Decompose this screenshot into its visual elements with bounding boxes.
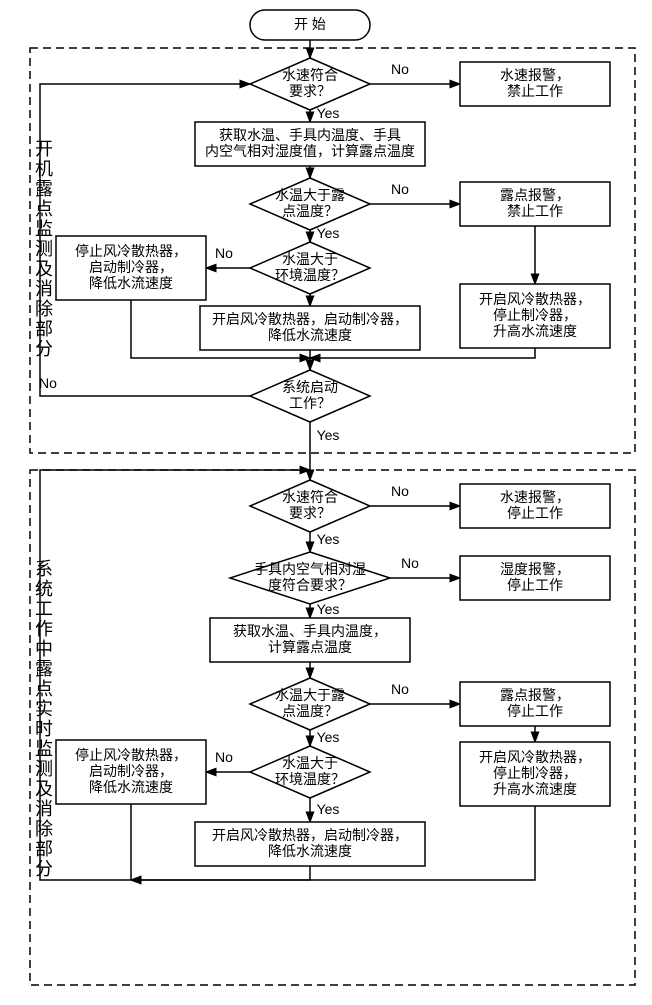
section-label: 监 <box>35 219 53 239</box>
flow-node-text: 水速符合 <box>282 489 338 505</box>
flow-node-text: 点温度？ <box>282 203 338 219</box>
flow-node-text: 禁止工作 <box>507 83 563 99</box>
edge-label: No <box>39 375 57 391</box>
edge-label: Yes <box>317 225 340 241</box>
section-label: 除 <box>35 819 53 839</box>
flow-node-text: 升高水流速度 <box>493 323 577 339</box>
flow-node-text: 禁止工作 <box>507 203 563 219</box>
flow-node-text: 停止制冷器， <box>493 307 577 323</box>
edge-label: No <box>391 181 409 197</box>
section-label: 开 <box>35 139 53 159</box>
flow-node-text: 计算露点温度 <box>268 639 352 655</box>
flow-node-text: 要求？ <box>289 83 331 99</box>
flow-node-text: 湿度报警， <box>500 561 570 577</box>
section-label: 消 <box>35 279 53 299</box>
edge-label: No <box>215 245 233 261</box>
flow-node-text: 水速符合 <box>282 67 338 83</box>
section-label: 中 <box>35 639 53 659</box>
section-label: 工 <box>35 599 53 619</box>
flowchart-canvas: 开机露点监测及消除部分系统工作中露点实时监测及消除部分NoYesNoYesNoY… <box>0 0 652 1000</box>
flow-node-text: 环境温度？ <box>275 771 345 787</box>
flow-node-text: 度符合要求？ <box>268 577 352 593</box>
flow-node-text: 开 始 <box>294 16 326 32</box>
flow-node-text: 启动制冷器， <box>89 259 173 275</box>
flow-node-text: 水温大于 <box>282 251 338 267</box>
flow-node-text: 工作？ <box>289 395 331 411</box>
flow-node-text: 停止风冷散热器， <box>75 243 187 259</box>
flow-node-text: 水温大于露 <box>275 687 345 703</box>
section-border <box>30 470 635 985</box>
flow-node-text: 获取水温、手具内温度、手具 <box>219 127 401 143</box>
flow-node-text: 升高水流速度 <box>493 781 577 797</box>
flow-node-text: 开启风冷散热器， <box>479 291 591 307</box>
flow-node-text: 停止风冷散热器， <box>75 747 187 763</box>
section-label: 测 <box>35 759 53 779</box>
section-label: 作 <box>35 619 53 639</box>
section-label: 除 <box>35 299 53 319</box>
flow-node-text: 停止工作 <box>507 505 563 521</box>
flow-node-text: 露点报警， <box>500 187 570 203</box>
edge-label: Yes <box>317 427 340 443</box>
section-label: 及 <box>35 779 53 799</box>
flow-node-text: 启动制冷器， <box>89 763 173 779</box>
flow-node-text: 停止工作 <box>507 577 563 593</box>
flow-node-text: 要求？ <box>289 505 331 521</box>
flow-node-text: 手具内空气相对湿 <box>254 561 366 577</box>
flow-node-text: 停止工作 <box>507 703 563 719</box>
section-label: 及 <box>35 259 53 279</box>
section-label: 测 <box>35 239 53 259</box>
edge-label: No <box>215 749 233 765</box>
flow-node-text: 水温大于 <box>282 755 338 771</box>
flow-node-text: 露点报警， <box>500 687 570 703</box>
section-label: 露 <box>35 659 53 679</box>
flow-node-text: 降低水流速度 <box>268 327 352 343</box>
section-label: 监 <box>35 739 53 759</box>
flow-node-text: 环境温度？ <box>275 267 345 283</box>
section-label: 消 <box>35 799 53 819</box>
flow-node-text: 开启风冷散热器， <box>479 749 591 765</box>
flow-node-text: 水速报警， <box>500 67 570 83</box>
section-label: 统 <box>35 579 53 599</box>
flow-node-text: 水速报警， <box>500 489 570 505</box>
flow-edge <box>40 470 310 880</box>
flow-node-text: 系统启动 <box>282 379 338 395</box>
edge-label: Yes <box>317 729 340 745</box>
section-label: 时 <box>35 719 53 739</box>
edge-label: No <box>391 61 409 77</box>
edge-label: No <box>391 483 409 499</box>
section-label: 露 <box>35 179 53 199</box>
section-label: 系 <box>35 559 53 579</box>
flow-node-text: 获取水温、手具内温度， <box>233 623 387 639</box>
flow-node-text: 开启风冷散热器，启动制冷器， <box>212 311 408 327</box>
section-label: 实 <box>35 699 53 719</box>
section-label: 分 <box>35 339 53 359</box>
section-label: 点 <box>35 199 53 219</box>
edge-label: Yes <box>317 531 340 547</box>
edge-label: Yes <box>317 601 340 617</box>
section-label: 部 <box>35 839 53 859</box>
section-label: 机 <box>35 159 53 179</box>
flow-node-text: 停止制冷器， <box>493 765 577 781</box>
flow-node-text: 开启风冷散热器，启动制冷器， <box>212 827 408 843</box>
flow-node-text: 降低水流速度 <box>268 843 352 859</box>
edge-label: Yes <box>317 801 340 817</box>
flow-node-text: 水温大于露 <box>275 187 345 203</box>
section-label: 部 <box>35 319 53 339</box>
flow-edge <box>131 866 310 880</box>
flow-node-text: 降低水流速度 <box>89 779 173 795</box>
edge-label: No <box>401 555 419 571</box>
flow-node-text: 降低水流速度 <box>89 275 173 291</box>
edge-label: Yes <box>317 105 340 121</box>
section-label: 点 <box>35 679 53 699</box>
flow-node-text: 内空气相对湿度值，计算露点温度 <box>205 143 415 159</box>
edge-label: No <box>391 681 409 697</box>
flow-node-text: 点温度？ <box>282 703 338 719</box>
section-label: 分 <box>35 859 53 879</box>
